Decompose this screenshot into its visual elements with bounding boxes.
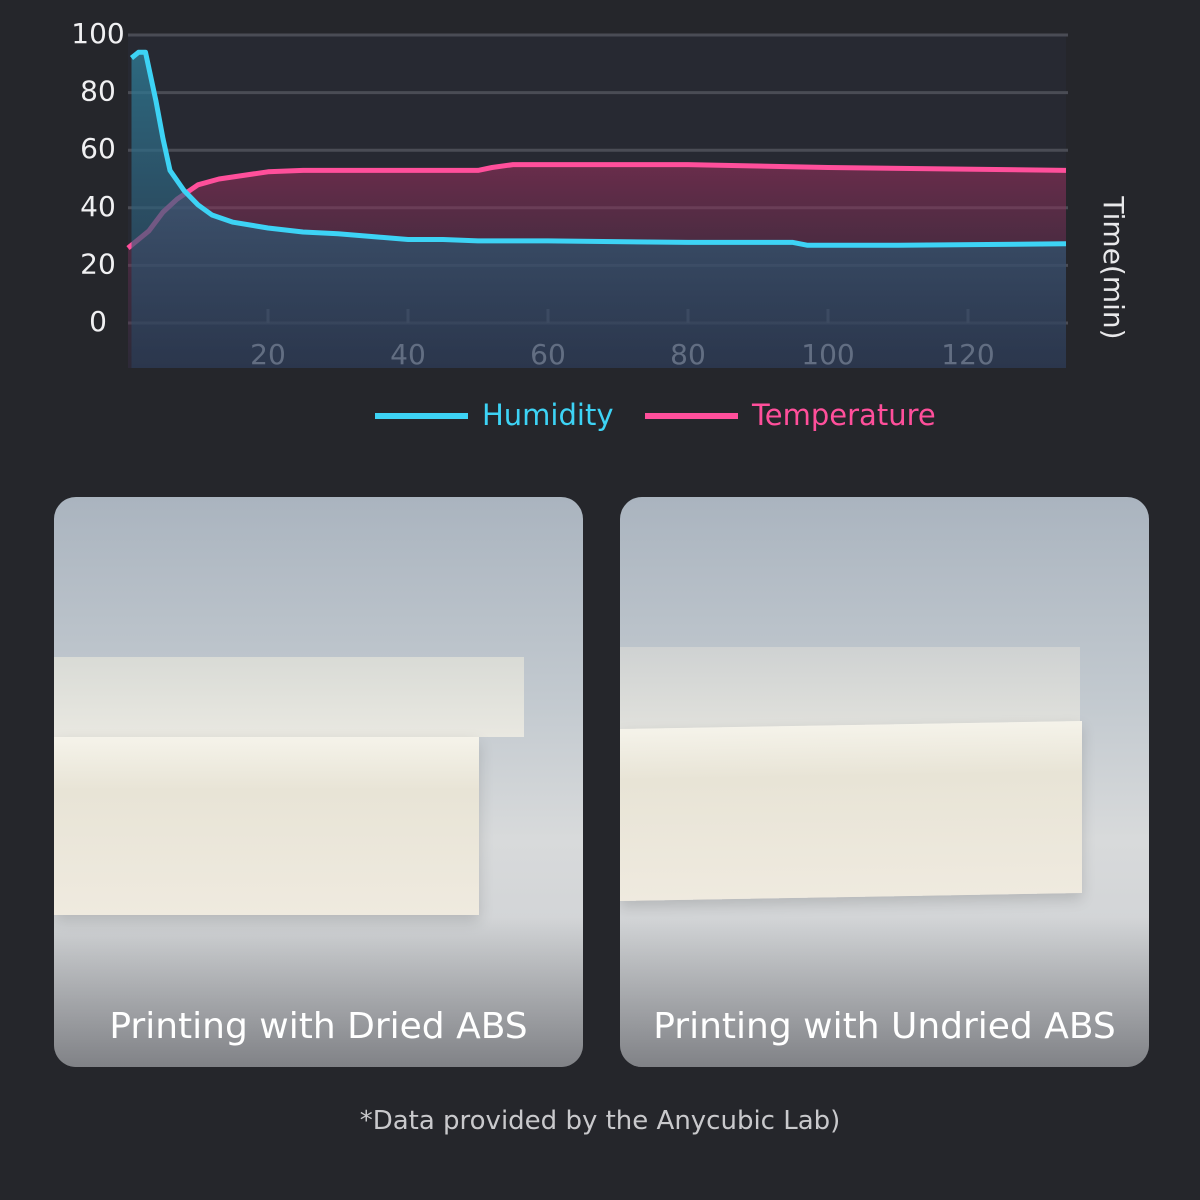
series-line bbox=[129, 49, 1067, 248]
y-tick-label: 20 bbox=[80, 247, 116, 280]
photo-panel: Printing with Undried ABS bbox=[620, 497, 1149, 1067]
caption: Printing with Undried ABS bbox=[653, 1006, 1116, 1047]
y-tick-label: 0 bbox=[89, 305, 107, 338]
series-area bbox=[131, 52, 1066, 369]
photo-panel: Printing with Dried ABS bbox=[54, 497, 583, 1067]
caption: Printing with Dried ABS bbox=[109, 1006, 528, 1047]
y-tick-label: 100 bbox=[71, 17, 124, 50]
chart: Time(min) 02040608010020406080100120Humi… bbox=[71, 17, 1130, 432]
x-axis-label: Time(min) bbox=[1097, 195, 1130, 339]
legend-label: Humidity bbox=[482, 398, 614, 432]
footnote: *Data provided by the Anycubic Lab) bbox=[359, 1106, 841, 1136]
y-tick-label: 40 bbox=[80, 190, 116, 223]
y-tick-label: 80 bbox=[80, 75, 116, 108]
y-tick-label: 60 bbox=[80, 132, 116, 165]
legend-label: Temperature bbox=[751, 398, 936, 432]
